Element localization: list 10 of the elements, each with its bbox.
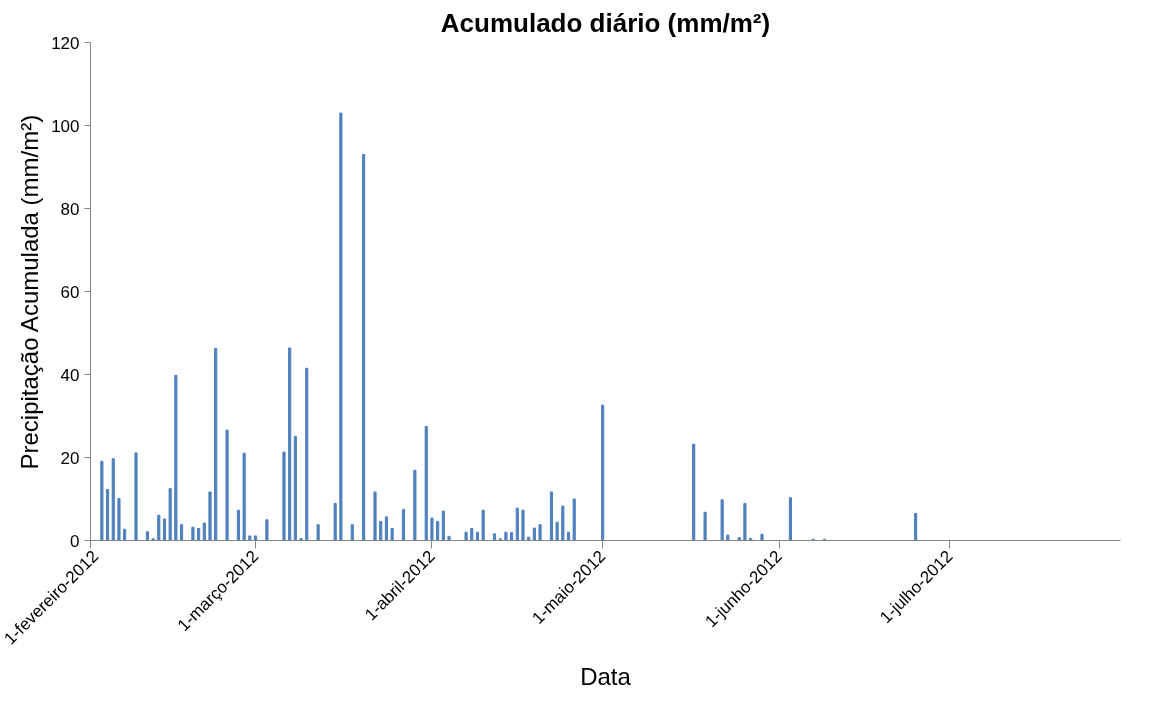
- y-tick-label: 120: [51, 33, 80, 53]
- y-tick-label: 60: [60, 282, 80, 302]
- x-axis-title: Data: [580, 663, 632, 691]
- y-tick-label: 20: [60, 448, 80, 468]
- y-tick-label: 0: [70, 531, 80, 551]
- chart-title: Acumulado diário (mm/m²): [440, 7, 771, 38]
- y-tick-label: 80: [60, 199, 80, 219]
- y-tick-label: 40: [60, 365, 80, 385]
- y-axis-title: Precipitação Acumulada (mm/m²): [16, 114, 44, 470]
- y-tick-label: 100: [51, 116, 80, 136]
